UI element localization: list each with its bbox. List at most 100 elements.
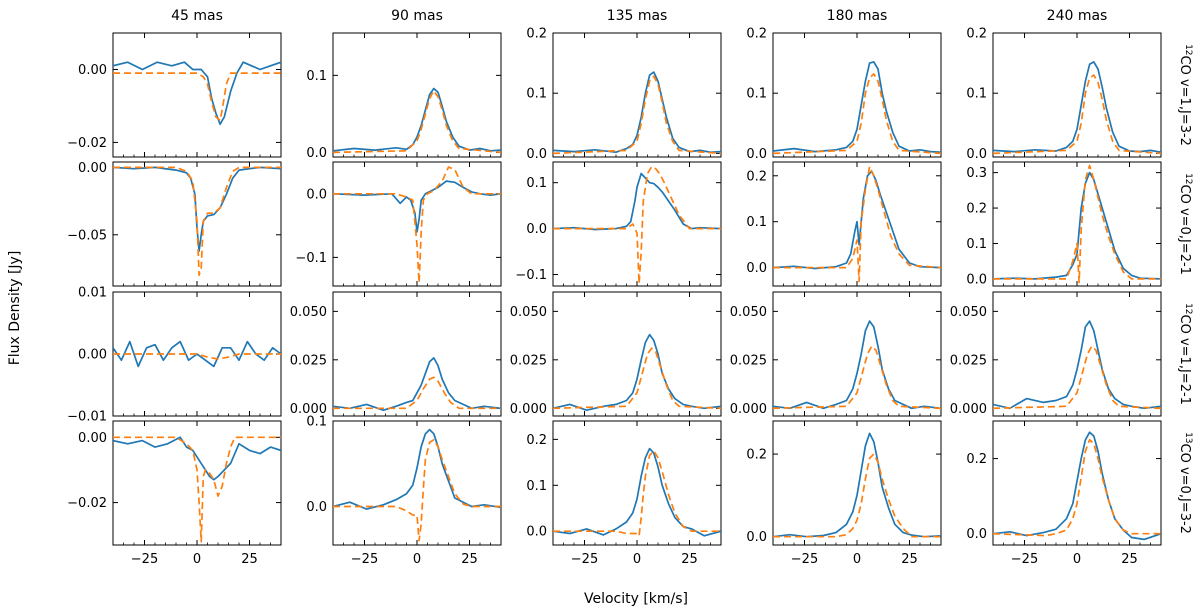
column-title: 240 mas <box>1047 8 1108 24</box>
x-tick-label: 25 <box>681 552 698 567</box>
panel-frame <box>112 32 282 158</box>
y-tick-label: 0.2 <box>526 27 547 42</box>
panel-r1-c3: 0.0 0.1 0.2 <box>746 161 942 287</box>
panel-r0-c3: 0.0 0.1 0.2 <box>746 27 942 162</box>
row-label-isotope: 12 <box>1183 44 1193 55</box>
column-title: 45 mas <box>171 8 223 24</box>
model-series <box>993 438 1161 537</box>
y-tick-label: 0.0 <box>746 147 767 162</box>
y-tick-label: 0.3 <box>966 166 987 181</box>
y-tick-label: 0.0 <box>966 147 987 162</box>
y-tick-label: 0.025 <box>510 353 547 368</box>
y-tick-label: 0.0 <box>746 261 767 276</box>
observed-series <box>113 166 281 252</box>
row-label: 12CO v=1,J=2-1 <box>1177 303 1193 405</box>
y-tick-label: 0.0 <box>966 272 987 287</box>
y-tick-label: 0.1 <box>526 176 547 191</box>
observed-series <box>333 357 501 412</box>
panel-r0-c0: 0.00 −0.02 <box>67 32 282 158</box>
row-label-isotope: 12 <box>1183 173 1193 184</box>
observed-series <box>993 171 1161 280</box>
row-label: 12CO v=0,J=2-1 <box>1177 173 1193 275</box>
row-label-transition: CO v=1,J=3-2 <box>1177 56 1192 146</box>
y-axis-label: Flux Density [Jy] <box>7 251 23 366</box>
panel-frame <box>992 161 1162 287</box>
panel-frame <box>992 291 1162 417</box>
y-tick-label: 0.2 <box>746 448 767 463</box>
y-tick-label: −0.05 <box>67 228 107 243</box>
y-tick-label: 0.2 <box>526 433 547 448</box>
y-tick-label: 0.0 <box>526 525 547 540</box>
row-label: 13CO v=0,J=3-2 <box>1177 432 1193 534</box>
y-tick-label: 0.1 <box>746 87 767 102</box>
model-series <box>773 345 941 410</box>
panel-r0-c4: 0.0 0.1 0.2 <box>966 27 1162 162</box>
y-tick-label: 0.00 <box>78 63 107 78</box>
model-series <box>333 376 501 410</box>
y-tick-label: 0.050 <box>950 305 987 320</box>
panel-r1-c0: 0.00 −0.05 <box>67 161 282 287</box>
panel-r1-c4: 0.0 0.1 0.2 0.3 <box>966 161 1162 287</box>
y-tick-label: 0.000 <box>730 402 767 417</box>
x-tick-label: 25 <box>901 552 918 567</box>
panel-frame <box>112 420 282 546</box>
observed-series <box>773 432 941 538</box>
panel-frame <box>332 161 502 287</box>
panel-r2-c2: 0.000 0.025 0.050 <box>510 291 722 417</box>
y-tick-label: 0.1 <box>306 415 327 430</box>
x-axis-label: Velocity [km/s] <box>584 591 688 607</box>
row-label-isotope: 13 <box>1183 432 1193 443</box>
panel-r2-c1: 0.000 0.025 0.050 <box>290 291 502 417</box>
observed-series <box>113 61 281 126</box>
model-series <box>553 165 721 285</box>
model-series <box>773 165 941 283</box>
y-tick-label: 0.2 <box>746 27 767 42</box>
y-tick-label: 0.000 <box>950 402 987 417</box>
observed-series <box>993 431 1161 541</box>
row-label: 12CO v=1,J=3-2 <box>1177 44 1193 146</box>
x-tick-label: 0 <box>633 552 641 567</box>
x-tick-label: 0 <box>413 552 421 567</box>
panel-r2-c0: 0.01 0.00 −0.01 <box>67 286 282 425</box>
row-label-isotope: 12 <box>1183 303 1193 314</box>
column-title: 180 mas <box>827 8 888 24</box>
x-tick-label: −25 <box>571 552 598 567</box>
column-title: 90 mas <box>391 8 443 24</box>
panel-frame <box>332 420 502 546</box>
y-tick-label: 0.00 <box>78 161 107 176</box>
model-series <box>113 72 281 122</box>
y-tick-label: 0.000 <box>290 402 327 417</box>
panel-r3-c4: −25 0 25 0.0 0.2 <box>966 420 1162 567</box>
model-series <box>333 438 501 542</box>
column-title: 135 mas <box>607 8 668 24</box>
y-tick-label: 0.0 <box>746 530 767 545</box>
x-tick-label: −25 <box>351 552 378 567</box>
y-tick-label: 0.2 <box>966 452 987 467</box>
model-series <box>773 73 941 155</box>
x-tick-label: 0 <box>853 552 861 567</box>
observed-series <box>773 170 941 270</box>
y-tick-label: −0.01 <box>67 410 107 425</box>
panel-r3-c1: −25 0 25 0.0 0.1 <box>306 415 502 567</box>
model-series <box>993 74 1161 155</box>
panel-frame <box>772 420 942 546</box>
y-tick-label: 0.0 <box>526 147 547 162</box>
panel-r3-c2: −25 0 25 0.0 0.1 0.2 <box>526 420 722 567</box>
panel-r2-c3: 0.000 0.025 0.050 <box>730 291 942 417</box>
panel-frame <box>772 291 942 417</box>
y-tick-label: 0.00 <box>78 348 107 363</box>
model-series <box>113 166 281 277</box>
y-tick-label: 0.1 <box>966 87 987 102</box>
observed-series <box>333 180 501 233</box>
panel-frame <box>552 161 722 287</box>
y-tick-label: 0.050 <box>730 305 767 320</box>
observed-series <box>333 428 501 510</box>
observed-series <box>553 172 721 231</box>
y-tick-label: 0.2 <box>966 27 987 42</box>
panel-r2-c4: 0.000 0.025 0.050 <box>950 291 1162 417</box>
panel-frame <box>332 291 502 417</box>
y-tick-label: 0.0 <box>306 146 327 161</box>
x-tick-label: 25 <box>461 552 478 567</box>
row-label-transition: CO v=0,J=2-1 <box>1177 185 1192 275</box>
